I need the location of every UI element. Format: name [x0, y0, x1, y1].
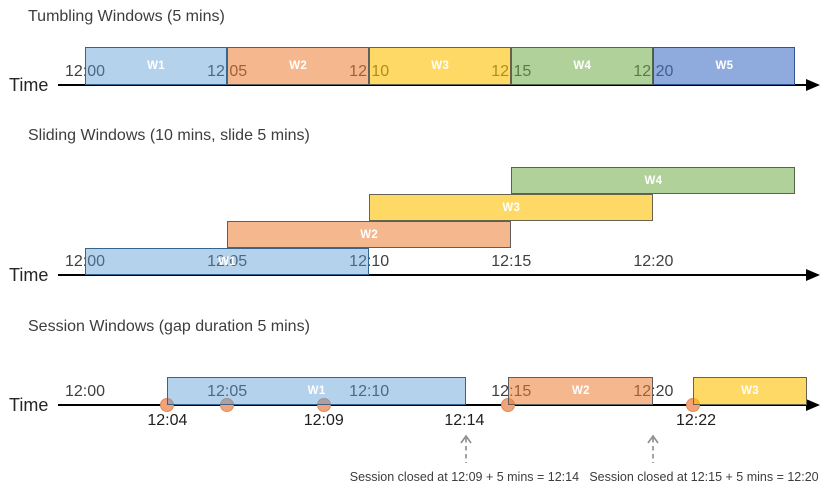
window-label: W1 [307, 385, 326, 397]
timeline-arrowhead-icon [806, 269, 820, 281]
tick-label: 12:15 [491, 253, 532, 270]
window-label: W1 [218, 255, 237, 268]
timeline-axis [58, 84, 808, 86]
section-title: Tumbling Windows (5 mins) [28, 8, 225, 25]
window-box-w2: W2 [227, 221, 512, 248]
time-axis-label: Time [9, 265, 49, 285]
tick-label: 12:05 [207, 383, 248, 400]
window-box-w4: W4 [511, 47, 654, 85]
tick-label: 12:00 [64, 383, 106, 400]
event-time-label: 12:22 [675, 412, 717, 429]
callout-arrow-icon [459, 434, 473, 470]
window-label: W3 [431, 60, 450, 72]
tick-label: 12:10 [349, 383, 390, 400]
tick-label: 12:05 [207, 253, 248, 270]
window-label: W4 [573, 60, 592, 72]
window-label: W3 [741, 385, 759, 397]
window-label: W2 [571, 385, 590, 397]
time-axis-label: Time [9, 75, 49, 95]
timeline-axis [58, 404, 808, 406]
window-box-w3: W3 [369, 47, 512, 85]
window-box-w2: W2 [227, 47, 370, 85]
window-box-w3: W3 [369, 194, 654, 221]
window-box-w4: W4 [511, 167, 796, 194]
window-box-w1: W1 [167, 377, 466, 405]
section-title: Session Windows (gap duration 5 mins) [28, 318, 310, 335]
tick-label: 12:10 [349, 253, 390, 270]
time-axis-label: Time [9, 395, 49, 415]
window-label: W5 [715, 60, 734, 72]
window-label: W3 [502, 201, 521, 214]
event-time-label: 12:09 [303, 412, 344, 429]
window-box-w5: W5 [653, 47, 796, 85]
timeline-axis [58, 274, 808, 276]
window-box-w1: W1 [85, 248, 370, 275]
callout-text: Session closed at 12:09 + 5 mins = 12:14 [349, 470, 580, 484]
window-box-w1: W1 [85, 47, 228, 85]
section-title: Sliding Windows (10 mins, slide 5 mins) [28, 127, 310, 144]
event-time-label: 12:04 [147, 412, 188, 429]
window-label: W1 [147, 60, 165, 72]
window-box-w2: W2 [508, 377, 654, 405]
timeline-arrowhead-icon [806, 399, 820, 411]
window-label: W2 [360, 228, 379, 241]
timeline-arrowhead-icon [806, 79, 820, 91]
callout-text: Session closed at 12:15 + 5 mins = 12:20 [589, 470, 819, 484]
event-time-label: 12:14 [444, 412, 485, 429]
event-dot-icon [316, 398, 331, 412]
window-label: W4 [644, 174, 663, 187]
callout-arrow-icon [646, 434, 660, 470]
window-box-w3: W3 [693, 377, 807, 405]
tick-label: 12:20 [633, 253, 674, 270]
window-label: W2 [289, 60, 308, 72]
event-dot-icon [220, 398, 235, 412]
